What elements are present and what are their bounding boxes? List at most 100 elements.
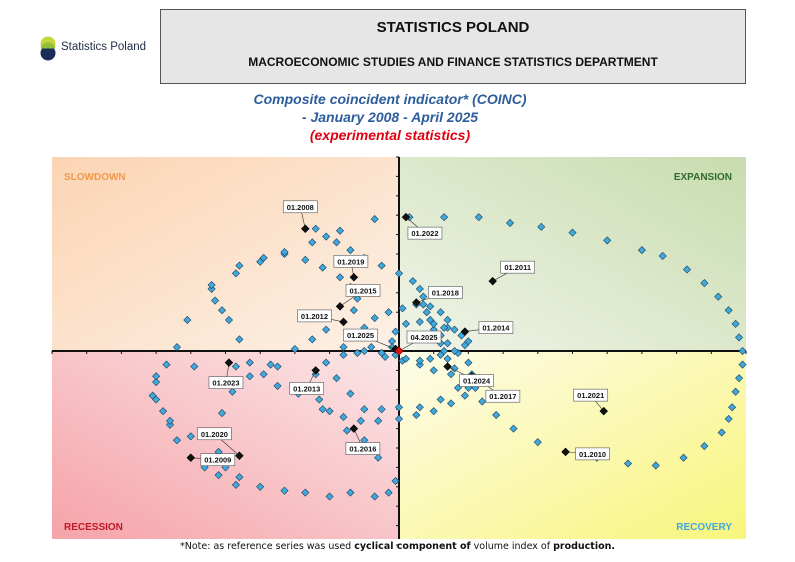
data-point [464,337,473,346]
data-point [436,395,445,404]
callout-box [573,388,609,402]
callout-box [283,200,318,214]
data-point [408,277,417,286]
callout-label: 01.2011 [504,263,531,272]
data-point [259,370,268,379]
quadrant-recovery [399,351,746,539]
callout-label: 01.2015 [349,286,376,295]
data-point [152,372,161,381]
callout-label: 04.2025 [410,333,437,342]
data-point [280,248,289,257]
data-point [717,428,726,437]
data-point [290,345,299,354]
data-point [429,319,438,328]
highlighted-point [335,302,345,311]
callout-box [289,382,325,395]
data-point [603,236,612,245]
data-point [735,333,744,342]
data-point [374,416,383,425]
highlighted-point [488,276,497,286]
data-point [318,263,327,272]
data-point [190,362,199,371]
data-point [339,412,348,421]
data-point [301,255,310,264]
callout-label: 01.2012 [301,312,328,321]
data-point [658,251,667,260]
data-point [346,488,355,497]
data-point [391,476,400,486]
data-point [235,473,244,482]
data-point [714,292,723,301]
callout-label: 01.2013 [293,384,320,393]
data-point [429,407,438,416]
data-point [450,346,459,356]
data-point [339,343,348,352]
callout-box [343,328,378,342]
data-point [207,281,216,290]
data-point [335,273,345,282]
data-point [231,480,240,489]
data-point [700,442,709,451]
axis-ticks [51,156,747,546]
data-point [474,213,483,222]
data-point [322,232,331,241]
data-point [478,397,487,406]
callout-box [197,427,232,441]
data-point [342,426,351,435]
highlighted-point [412,298,421,307]
callout-label: 01.2016 [349,445,376,454]
data-point [731,319,740,328]
highlighted-point [235,451,244,460]
data-point [436,350,445,359]
callout-box [500,260,535,274]
data-point [214,471,223,480]
data-point [384,308,393,317]
data-point [224,315,233,324]
highlighted-point [186,453,196,462]
data-point [183,315,192,324]
callout-box [208,376,244,389]
callout-label: 01.2024 [463,377,491,386]
data-point [353,294,362,303]
callout-box [406,330,442,344]
data-point [211,296,220,305]
data-point [738,346,747,356]
highlighted-point [349,424,359,433]
highlighted-points: 01.2008 01.2009 01.2010 01.2011 01.2012 01.20… [186,200,610,467]
data-point [537,222,546,231]
highlighted-point [394,346,404,356]
data-point [346,389,355,398]
highlighted-point [443,362,452,371]
data-point [394,269,404,278]
data-point [367,343,376,352]
data-point [401,354,410,363]
data-point [374,453,383,462]
data-point [159,407,168,416]
callout-label: 01.2022 [411,229,438,238]
data-point [419,300,428,309]
data-point [256,482,265,491]
data-point [162,360,171,369]
data-point [325,407,334,416]
data-point [651,461,660,470]
data-point [436,308,445,317]
callout-box [575,447,610,461]
data-point [384,488,393,497]
callout-box [428,286,463,299]
data-point [186,432,195,441]
chart-note-experimental: (experimental statistics) [309,127,471,143]
data-point [464,358,473,367]
callout-label: 01.2021 [577,391,604,400]
footnote-bold2: production. [553,541,615,552]
data-point [259,253,268,262]
data-point [245,358,254,367]
highlighted-point [311,366,320,375]
callout-box [297,309,332,323]
data-point [731,387,740,396]
callout-label: 01.2017 [489,392,516,401]
label-expansion: EXPANSION [674,172,732,183]
data-point [370,215,379,224]
callout-label: 01.2008 [287,203,314,212]
data-point [231,362,240,371]
data-point [398,304,407,313]
